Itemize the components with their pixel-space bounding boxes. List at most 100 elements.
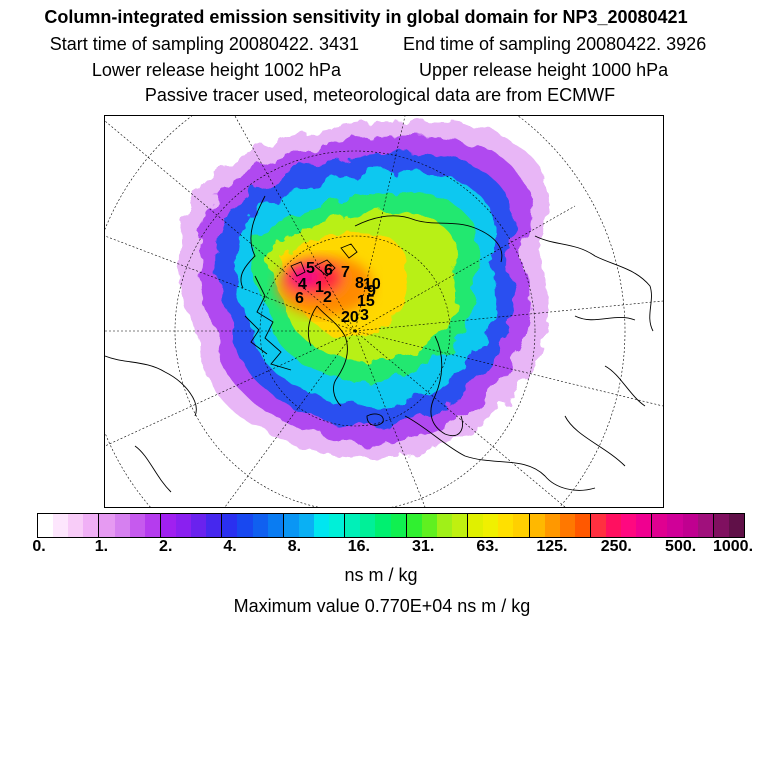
meridian xyxy=(105,120,356,332)
plot-title: Column-integrated emission sensitivity i… xyxy=(44,7,688,27)
upper-release-height: Upper release height 1000 hPa xyxy=(419,60,669,80)
units-label: ns m / kg xyxy=(344,565,418,585)
meridian xyxy=(354,330,566,507)
track-label: 20 xyxy=(341,309,359,326)
track-label: 6 xyxy=(295,290,304,307)
colorbar-cell xyxy=(728,514,745,537)
start-time: Start time of sampling 20080422. 3431 xyxy=(49,34,359,54)
colorbar-cell xyxy=(252,514,268,537)
colorbar-cell xyxy=(83,514,99,537)
colorbar-cell xyxy=(467,514,484,537)
colorbar-tick-label: 250. xyxy=(600,538,632,555)
colorbar-tick-label: 1. xyxy=(94,538,109,555)
colorbar-cell xyxy=(206,514,222,537)
field-core-magenta xyxy=(291,267,319,285)
colorbar-cell xyxy=(559,514,575,537)
meridian xyxy=(224,330,356,507)
colorbar-tick-label: 31. xyxy=(412,538,435,555)
colorbar-cell xyxy=(282,514,299,537)
colorbar-cell xyxy=(421,514,437,537)
maximum-value: Maximum value 0.770E+04 ns m / kg xyxy=(233,596,531,616)
colorbar-tick-label: 2. xyxy=(159,538,173,555)
colorbar-cell xyxy=(528,514,545,537)
coastlines xyxy=(105,195,654,493)
colorbar-cell xyxy=(436,514,452,537)
colorbar-cell xyxy=(375,514,391,537)
colorbar-cell xyxy=(114,514,130,537)
colorbar-tick-label: 8. xyxy=(287,538,302,555)
coastline-alaska xyxy=(240,195,266,289)
colorbar-tick-label: 0. xyxy=(32,538,46,555)
colorbar-cell xyxy=(513,514,529,537)
latitude-circle xyxy=(259,235,451,427)
colorbar-cell xyxy=(329,514,345,537)
colorbar-cell xyxy=(237,514,253,537)
colorbar-ticks: 0. 1. 2. 4. 8. 16. 31. 63. 125. 250. 500. 1000. xyxy=(0,538,768,558)
colorbar-cell xyxy=(360,514,376,537)
colorbar-cell xyxy=(68,514,84,537)
meridian xyxy=(234,116,356,332)
track-label: 6 xyxy=(324,262,333,279)
colorbar-cell xyxy=(390,514,406,537)
track-label: 10 xyxy=(363,276,381,293)
colorbar-cell xyxy=(451,514,468,537)
colorbar-cell xyxy=(574,514,590,537)
coastline-east-edge xyxy=(564,315,646,467)
meridian xyxy=(354,300,663,332)
colorbar-cell xyxy=(483,514,499,537)
colorbar-cell xyxy=(636,514,652,537)
coastline-west-edge xyxy=(105,355,197,493)
coastline-greenland xyxy=(307,305,348,407)
colorbar-cell xyxy=(221,514,238,537)
latitude-circle xyxy=(105,116,626,507)
tracer-note: Passive tracer used, meteorological data… xyxy=(144,85,616,105)
coastline-arctic-islands xyxy=(290,243,358,277)
track-label: 8 xyxy=(355,275,364,292)
meridian xyxy=(354,330,663,407)
track-labels: 5 6 7 8 10 4 1 2 9 15 6 20 3 xyxy=(295,260,381,326)
colorbar-cell xyxy=(298,514,314,537)
colorbar-cell xyxy=(267,514,283,537)
colorbar-cell xyxy=(144,514,160,537)
track-label: 3 xyxy=(360,307,369,324)
track-label: 9 xyxy=(367,283,376,300)
lower-release-height: Lower release height 1002 hPa xyxy=(91,60,341,80)
map-panel: 5 6 7 8 10 4 1 2 9 15 6 20 3 xyxy=(104,115,664,508)
track-label: 1 xyxy=(315,279,324,296)
track-label: 7 xyxy=(341,264,350,281)
colorbar-tick-label: 500. xyxy=(665,538,697,555)
graticule xyxy=(105,116,663,507)
colorbar-cell xyxy=(651,514,668,537)
emission-field-core xyxy=(277,256,373,316)
colorbar-cell xyxy=(313,514,330,537)
colorbar-tick-label: 125. xyxy=(536,538,568,555)
colorbar-cell xyxy=(98,514,115,537)
track-label: 4 xyxy=(298,276,307,293)
colorbar-cell xyxy=(175,514,192,537)
colorbar-cell xyxy=(544,514,560,537)
colorbar-cell xyxy=(712,514,729,537)
colorbar-cell xyxy=(344,514,361,537)
coastline-scandinavia xyxy=(430,335,463,436)
colorbar-cell xyxy=(606,514,622,537)
colorbar-tick-label: 63. xyxy=(476,538,499,555)
colorbar-cell xyxy=(667,514,683,537)
sensitivity-map: 5 6 7 8 10 4 1 2 9 15 6 20 3 xyxy=(105,116,663,507)
colorbar-cell xyxy=(53,514,69,537)
colorbar-cell xyxy=(405,514,422,537)
colorbar-cell xyxy=(129,514,145,537)
colorbar-cell xyxy=(589,514,607,537)
colorbar-tick-label: 16. xyxy=(347,538,370,555)
colorbar xyxy=(37,513,745,538)
track-label: 2 xyxy=(323,289,332,306)
coastline-siberia xyxy=(354,215,503,263)
coastline-asia-east xyxy=(534,235,654,332)
coastline-canada xyxy=(244,275,292,371)
colorbar-cell xyxy=(38,514,54,537)
sampling-times: Start time of sampling 20080422. 3431 End… xyxy=(0,33,762,55)
coastline-iceland xyxy=(366,413,384,426)
end-time: End time of sampling 20080422. 3926 xyxy=(402,34,707,54)
colorbar-tick-label: 4. xyxy=(223,538,237,555)
colorbar-cell xyxy=(498,514,514,537)
coastline-europe xyxy=(404,415,596,491)
